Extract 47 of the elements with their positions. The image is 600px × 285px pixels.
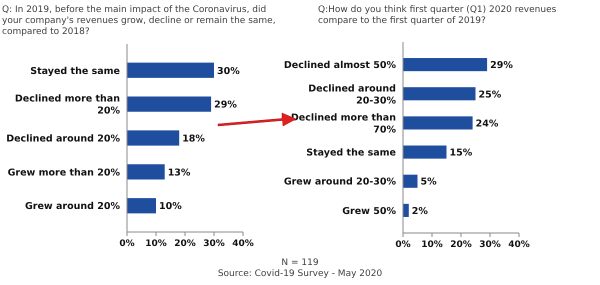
- y-tick-label: Declined around 20-30%: [308, 83, 396, 106]
- y-tick-label: Stayed the same: [30, 66, 120, 77]
- x-tick-label: 40%: [508, 240, 530, 250]
- x-tick-label: 30%: [203, 239, 225, 249]
- y-tick-label: Declined almost 50%: [284, 60, 396, 72]
- bar: [403, 174, 418, 188]
- data-label: 25%: [478, 89, 502, 100]
- bar: [403, 146, 446, 159]
- bar: [403, 116, 473, 130]
- bar: [127, 62, 214, 78]
- x-tick-label: 10%: [145, 239, 167, 249]
- bar: [127, 198, 156, 214]
- chart-title: Q: In 2019, before the main impact of the Coronavirus, did your company's revenues grow, decline or remain the same, compared to 2018?: [2, 5, 276, 37]
- data-label: 24%: [476, 118, 499, 130]
- bar: [127, 130, 180, 146]
- bar: [127, 96, 212, 112]
- data-label: 13%: [168, 167, 191, 178]
- x-tick-label: 30%: [479, 240, 501, 250]
- y-tick-label: Grew more than 20%: [8, 167, 120, 178]
- y-tick-label: Stayed the same: [306, 148, 396, 159]
- data-label: 30%: [217, 66, 240, 77]
- bar: [127, 164, 165, 180]
- y-tick-label: Declined more than 70%: [290, 112, 396, 136]
- data-label: 29%: [214, 100, 238, 111]
- data-label: 15%: [450, 148, 473, 159]
- chart-title: Q:How do you think first quarter (Q1) 2020 revenues compare to the first quarter of 2019?: [318, 5, 557, 26]
- bar: [403, 87, 476, 100]
- bar: [403, 204, 409, 217]
- x-tick-label: 10%: [421, 240, 443, 250]
- x-tick-label: 20%: [174, 239, 196, 249]
- x-tick-label: 0%: [119, 239, 135, 249]
- y-tick-label: Declined more than 20%: [14, 94, 120, 117]
- source-note: Source: Covid-19 Survey - May 2020: [218, 269, 382, 279]
- bar: [403, 58, 488, 72]
- data-label: 10%: [159, 201, 182, 212]
- data-label: 29%: [490, 60, 514, 72]
- data-label: 5%: [420, 176, 438, 188]
- data-label: 18%: [182, 134, 206, 144]
- x-tick-label: 0%: [395, 240, 411, 250]
- y-tick-label: Grew around 20%: [24, 201, 120, 212]
- y-tick-label: Grew 50%: [342, 206, 396, 217]
- text: N = 119: [281, 258, 319, 268]
- y-tick-label: Declined around 20%: [6, 134, 120, 144]
- data-label: 2%: [412, 206, 428, 217]
- x-tick-label: 20%: [450, 240, 472, 250]
- y-tick-label: Grew around 20-30%: [284, 176, 396, 188]
- x-tick-label: 40%: [232, 239, 254, 249]
